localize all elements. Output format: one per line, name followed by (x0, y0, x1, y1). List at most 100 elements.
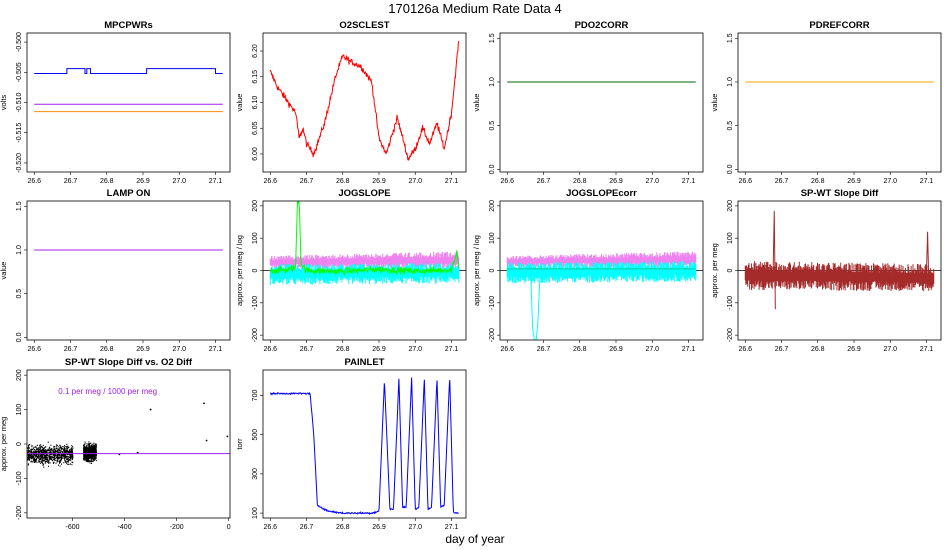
x-tick-label: 26.8 (336, 524, 350, 531)
x-tick-label: 27.1 (682, 346, 696, 353)
y-tick-label: -200 (16, 506, 23, 520)
y-tick-label: 500 (252, 429, 259, 441)
scatter-point (136, 451, 139, 454)
plot-area-spwt (738, 210, 941, 310)
y-tick-label: -0.500 (16, 32, 23, 52)
y-tick-label: 200 (252, 200, 259, 212)
panel-title-pdrefcorr: PDREFCORR (809, 20, 869, 31)
y-tick-label: 0 (16, 442, 23, 446)
x-tick-label: 26.7 (775, 346, 789, 353)
x-tick-label: 26.6 (27, 178, 41, 185)
x-tick-label: 27.1 (445, 524, 459, 531)
x-tick-label: 26.9 (609, 346, 623, 353)
y-axis-label-painlet: torr (235, 438, 244, 450)
panel-title-o2sclest: O2SCLEST (339, 20, 389, 31)
y-axis-label-pdrefcorr: value (710, 94, 719, 112)
series-mpcpwrs-0 (34, 68, 223, 74)
x-tick-label: 26.6 (27, 346, 41, 353)
panel-title-jogslope: JOGSLOPE (338, 188, 390, 199)
panel-frame-mpcpwrs (26, 32, 231, 173)
y-axis-label-jogslopecorr: approx. per meg / log (472, 235, 481, 306)
x-tick-label: 26.6 (263, 524, 277, 531)
x-tick-label: -400 (118, 524, 132, 531)
series-jogslopecorr-1 (506, 261, 697, 284)
panel-title-jogslopecorr: JOGSLOPEcorr (566, 188, 637, 199)
y-tick-label: 1.0 (489, 77, 496, 87)
x-tick-label: 27.1 (682, 178, 696, 185)
y-tick-label: 1.0 (727, 77, 734, 87)
panel-frame-spwtvso2 (26, 369, 231, 519)
y-tick-label: 6.15 (252, 70, 259, 84)
y-tick-label: 1.5 (489, 33, 496, 43)
x-tick-label: 26.9 (136, 178, 150, 185)
scatter-cluster-points (27, 441, 97, 468)
series-jogslopecorr-0 (506, 251, 697, 268)
y-tick-label: 200 (16, 369, 23, 381)
y-axis-label-spwtvso2: approx. per meg (0, 417, 8, 472)
x-tick-label: 26.9 (847, 346, 861, 353)
x-tick-label: 27.0 (883, 346, 897, 353)
y-axis-label-pdo2corr: value (472, 94, 481, 112)
scatter-point (149, 408, 152, 411)
x-tick-label: 27.0 (172, 346, 186, 353)
y-tick-label: 700 (252, 390, 259, 402)
panel-frame-spwt (737, 200, 942, 341)
panel-painlet: PAINLET torr 26.6 26.7 26.8 26.9 27.0 27.1 100 30… (235, 357, 467, 531)
y-tick-label: -200 (727, 328, 734, 342)
y-tick-label: 200 (727, 200, 734, 212)
x-tick-label: 26.9 (372, 346, 386, 353)
scatter-point (203, 402, 205, 405)
panel-title-spwt: SP-WT Slope Diff (801, 188, 879, 199)
series-jogslope-0 (269, 251, 460, 269)
x-tick-label: 26.6 (263, 178, 277, 185)
x-tick-label: 26.9 (609, 178, 623, 185)
y-tick-label: -0.520 (16, 153, 23, 173)
x-tick-label: 26.7 (64, 178, 78, 185)
y-axis-label-jogslope: approx. per meg / log (235, 235, 244, 306)
y-tick-label: 0.0 (489, 164, 496, 174)
y-tick-label: 0.5 (489, 121, 496, 131)
panel-frame-pdrefcorr (737, 32, 942, 173)
x-tick-label: 27.1 (920, 346, 934, 353)
figure-title: 170126a Medium Rate Data 4 (388, 1, 561, 16)
panel-pdrefcorr: PDREFCORR value 26.6 26.7 26.8 26.9 27.0 27.1 0.… (710, 20, 942, 185)
series-jogslopecorr-2 (530, 276, 541, 340)
y-tick-label: 6.20 (252, 44, 259, 58)
x-tick-label: 26.6 (500, 346, 514, 353)
y-tick-label: 1.5 (727, 33, 734, 43)
panel-title-mpcpwrs: MPCPWRs (104, 20, 153, 31)
panel-jogslopecorr: JOGSLOPEcorr approx. per meg / log 26.6 26.… (472, 188, 704, 353)
x-tick-label: 26.8 (336, 346, 350, 353)
x-tick-label: 26.8 (573, 346, 587, 353)
x-tick-label: 26.9 (136, 346, 150, 353)
x-tick-label: 27.0 (408, 524, 422, 531)
y-tick-label: -0.505 (16, 62, 23, 82)
x-tick-label: -600 (66, 524, 80, 531)
y-tick-label: 100 (252, 232, 259, 244)
x-tick-label: 26.7 (64, 346, 78, 353)
y-tick-label: 1.0 (16, 245, 23, 255)
y-axis-label-spwt: approx. per meg (710, 243, 719, 298)
x-tick-label: 26.6 (263, 346, 277, 353)
y-tick-label: -100 (16, 471, 23, 485)
x-tick-label: 27.0 (408, 346, 422, 353)
y-axis-label-mpcpwrs: volts (0, 95, 8, 111)
x-tick-label: 0 (227, 524, 231, 531)
x-tick-label: 27.1 (209, 346, 223, 353)
y-tick-label: 100 (252, 507, 259, 519)
y-tick-label: -200 (252, 328, 259, 342)
x-tick-label: -200 (170, 524, 184, 531)
x-tick-label: 26.6 (738, 178, 752, 185)
panel-spwt: SP-WT Slope Diff approx. per meg 26.6 26.7 2… (710, 188, 942, 353)
figure-xlabel: day of year (445, 532, 504, 546)
y-tick-label: 200 (489, 200, 496, 212)
y-tick-label: 1.5 (16, 201, 23, 211)
x-tick-label: 26.8 (811, 346, 825, 353)
x-tick-label: 26.7 (300, 346, 314, 353)
y-tick-label: -200 (489, 328, 496, 342)
x-tick-label: 26.8 (100, 178, 114, 185)
plot-area-painlet (269, 377, 459, 516)
panel-frame-painlet (262, 369, 467, 519)
panel-title-spwtvso2: SP-WT Slope Diff vs. O2 Diff (65, 357, 193, 368)
